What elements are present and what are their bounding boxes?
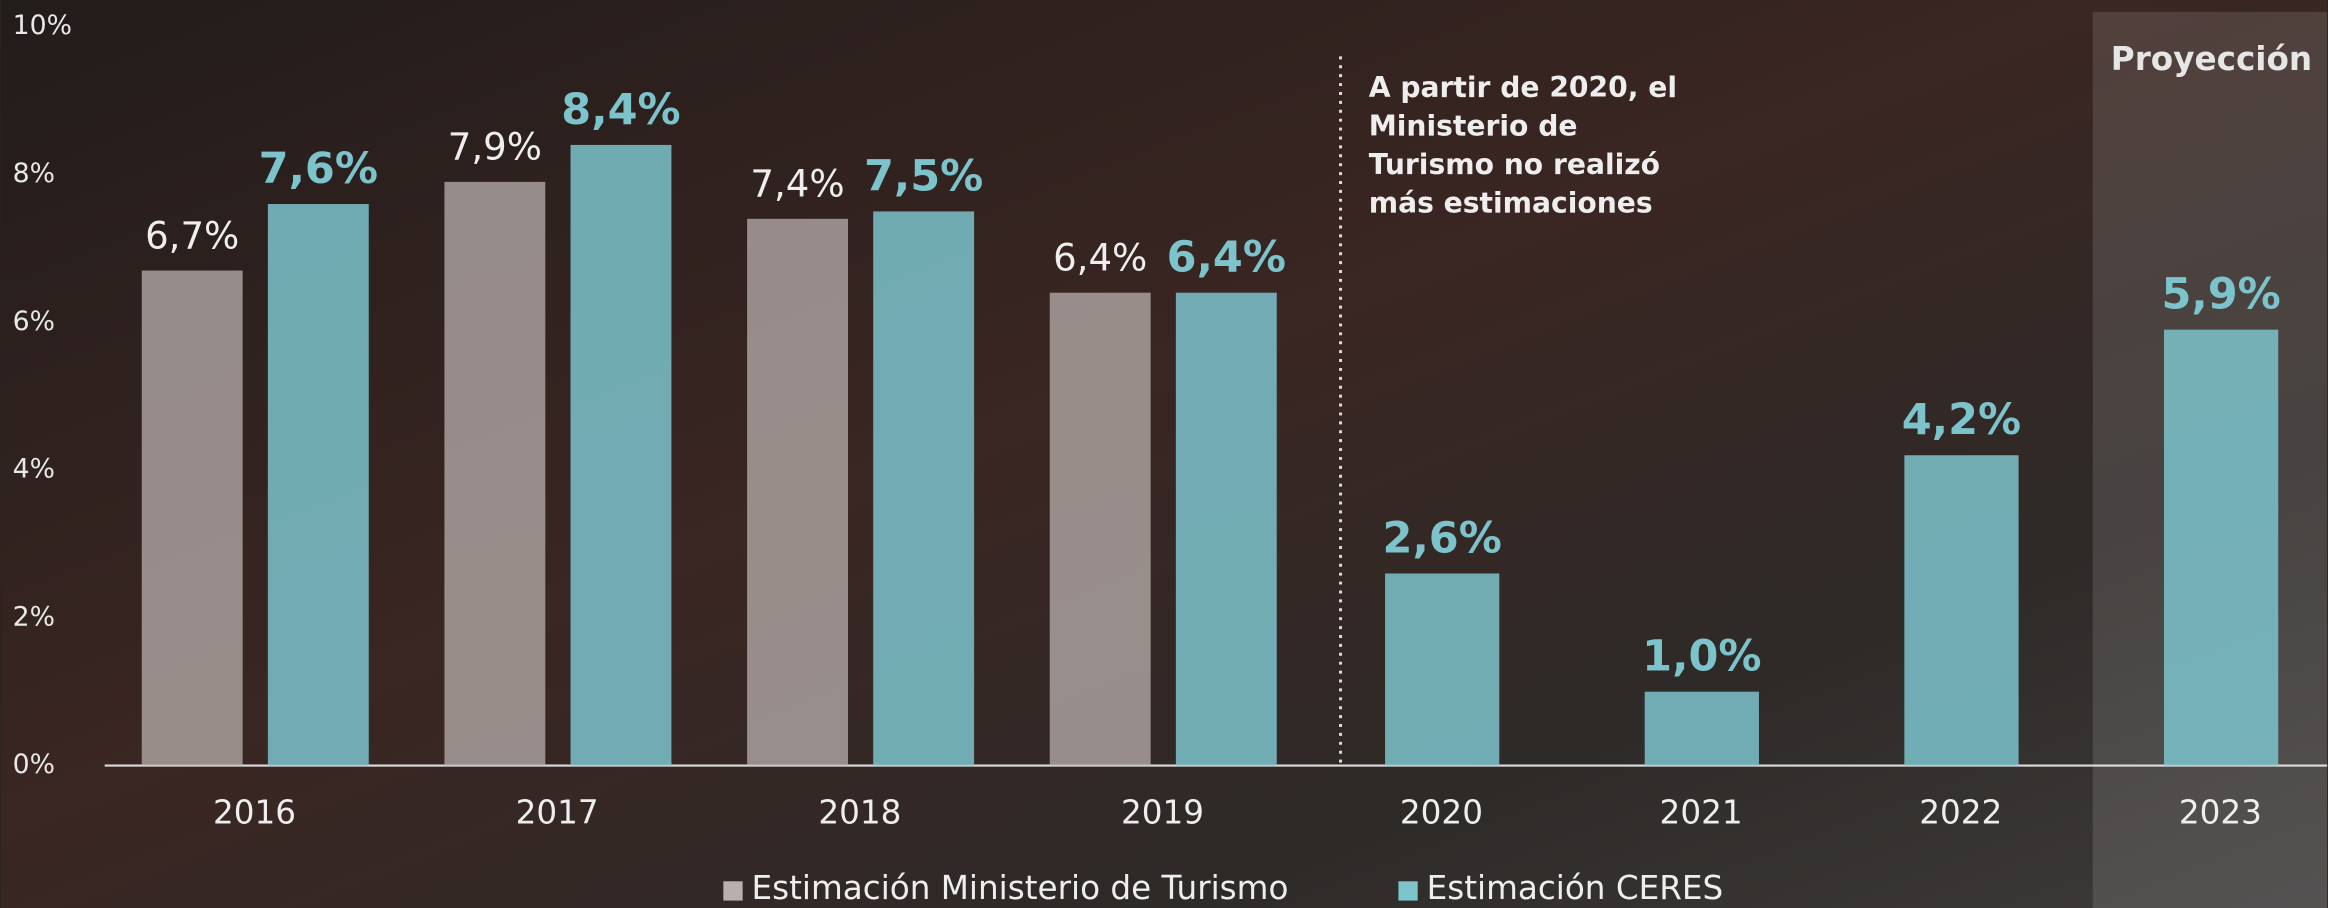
bar (2163, 329, 2279, 766)
y-tick-label: 8% (13, 158, 55, 189)
value-label: 1,0% (1642, 632, 1761, 682)
annotation: Ministerio de (1369, 110, 1578, 143)
x-tick-label: 2023 (2179, 794, 2262, 832)
bar (141, 270, 243, 766)
value-label: 8,4% (561, 85, 680, 135)
annotation: más estimaciones (1369, 187, 1653, 220)
bar (444, 181, 546, 766)
legend-swatch (723, 881, 743, 901)
value-label: 2,6% (1383, 513, 1502, 563)
x-tick-label: 2022 (1919, 794, 2002, 832)
legend-label: Estimación Ministerio de Turismo (752, 869, 1289, 907)
y-tick-label: 0% (13, 749, 55, 780)
bar (1385, 573, 1500, 766)
value-label: 4,2% (1902, 395, 2021, 445)
bar (747, 218, 848, 766)
x-tick-label: 2021 (1660, 794, 1743, 832)
annotation: Turismo no realizó (1369, 148, 1660, 181)
value-label: 7,6% (259, 144, 378, 194)
value-label: 6,4% (1167, 233, 1286, 283)
value-label: 6,4% (1053, 237, 1147, 280)
annotation: A partir de 2020, el (1369, 71, 1677, 104)
value-label: 5,9% (2161, 269, 2280, 319)
y-tick-label: 6% (13, 306, 55, 337)
bar (1904, 455, 2019, 766)
bar (873, 211, 975, 766)
value-label: 7,4% (750, 163, 844, 206)
projection-label: Proyección (2111, 40, 2312, 78)
x-tick-label: 2019 (1121, 794, 1204, 832)
x-tick-label: 2017 (516, 794, 599, 832)
value-label: 7,9% (448, 126, 542, 169)
value-label: 6,7% (145, 214, 239, 257)
x-tick-label: 2016 (213, 794, 296, 832)
legend-label: Estimación CERES (1427, 869, 1724, 907)
bar (1049, 292, 1151, 766)
y-tick-label: 4% (13, 454, 55, 485)
bar (267, 204, 369, 766)
bar (570, 144, 672, 766)
x-tick-label: 2018 (818, 794, 901, 832)
y-tick-label: 2% (13, 601, 55, 632)
bar (1175, 292, 1277, 766)
value-label: 7,5% (864, 151, 983, 201)
bar (1644, 691, 1759, 766)
y-tick-label: 10% (13, 10, 72, 41)
legend-swatch (1398, 881, 1418, 901)
x-tick-label: 2020 (1400, 794, 1483, 832)
